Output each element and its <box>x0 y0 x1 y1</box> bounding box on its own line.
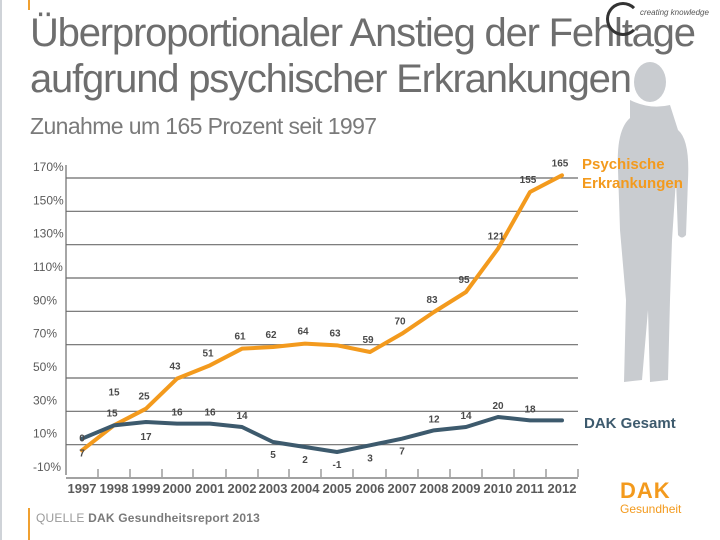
title-line-1: Überproportionaler Anstieg der Fehltage <box>30 11 696 55</box>
x-tick-label: 2008 <box>420 481 449 496</box>
y-tick-label: 50% <box>33 360 57 374</box>
title-line-2: aufgrund psychischer Erkrankungen <box>30 57 632 101</box>
data-label: 18 <box>524 404 536 415</box>
legend-psych-line-1: Psychische <box>582 156 665 173</box>
series-psychische-erkrankungen-line <box>80 173 564 453</box>
chart-subtitle: Zunahme um 165 Prozent seit 1997 <box>30 113 377 139</box>
data-label: 62 <box>265 330 277 341</box>
y-tick-label: 130% <box>33 227 64 241</box>
data-label: 15 <box>106 408 118 419</box>
left-border <box>0 0 2 540</box>
x-tick-label: 2007 <box>388 481 417 496</box>
data-label: 59 <box>362 335 374 346</box>
dak-logo-word: DAK <box>620 478 671 503</box>
x-tick-label: 2003 <box>259 481 288 496</box>
man-silhouette-icon <box>617 62 689 382</box>
x-tick-label: 2005 <box>323 481 352 496</box>
x-tick-label: 2012 <box>548 481 577 496</box>
data-label: 12 <box>428 414 440 425</box>
data-label: 95 <box>458 275 470 286</box>
x-axis-ticks: 1997 1998 1999 2000 2001 2002 2003 2004 2005 2006… <box>68 481 577 496</box>
x-tick-label: 2006 <box>356 481 385 496</box>
data-label: 64 <box>297 327 309 338</box>
y-tick-label: 30% <box>33 393 57 407</box>
dak-logo-subtitle: Gesundheit <box>620 502 682 516</box>
x-tick-label: 2001 <box>196 481 225 496</box>
data-label: 63 <box>329 328 341 339</box>
data-label: 17 <box>140 432 152 443</box>
y-tick-label: 70% <box>33 327 57 341</box>
legend-psych-line-2: Erkrankungen <box>582 175 683 192</box>
data-label: 25 <box>138 392 150 403</box>
data-label: 7 <box>79 449 85 460</box>
data-label: 20 <box>492 401 504 412</box>
data-label: 83 <box>426 295 438 306</box>
data-label: 15 <box>108 387 120 398</box>
data-label: 16 <box>204 408 216 419</box>
creating-knowledge-logo-icon <box>606 2 640 36</box>
data-label: 43 <box>169 362 181 373</box>
data-label: 121 <box>488 232 505 243</box>
chart-title: Überproportionaler Anstieg der Fehltage … <box>30 10 696 102</box>
data-label: 165 <box>552 158 569 169</box>
y-axis-ticks: 170% 150% 130% 110% 90% 70% 50% 30% 10% -10% <box>33 160 64 474</box>
y-tick-label: 10% <box>33 427 57 441</box>
source-prefix: QUELLE <box>36 511 89 525</box>
x-tick-label: 2010 <box>484 481 513 496</box>
x-tick-label: 2002 <box>228 481 257 496</box>
grid-layer <box>65 165 579 479</box>
legend-psychische-erkrankungen: Psychische Erkrankungen <box>582 155 692 193</box>
legend-dak-gesamt: DAK Gesamt <box>584 415 676 432</box>
source-accent-bar <box>28 508 30 540</box>
data-label: 2 <box>302 455 308 466</box>
source-text: DAK Gesundheitsreport 2013 <box>88 511 261 525</box>
data-label: 7 <box>399 447 405 458</box>
x-tick-label: 2000 <box>163 481 192 496</box>
data-label: 3 <box>367 453 373 464</box>
y-tick-label: -10% <box>33 460 61 474</box>
x-tick-label: 1997 <box>68 481 97 496</box>
series-dak-gesamt-line <box>80 415 564 454</box>
series-layer <box>80 173 564 454</box>
data-label: 16 <box>171 408 183 419</box>
x-tick-label: 1998 <box>100 481 129 496</box>
data-label: 70 <box>394 317 406 328</box>
y-tick-label: 170% <box>33 160 64 174</box>
dak-logo: DAK Gesundheit <box>620 478 682 522</box>
data-label: 155 <box>520 175 537 186</box>
x-tick-label: 2009 <box>452 481 481 496</box>
x-tick-label: 1999 <box>132 481 161 496</box>
data-label: 51 <box>202 348 214 359</box>
data-label: 14 <box>460 411 472 422</box>
y-tick-label: 90% <box>33 293 57 307</box>
x-tick-label: 2011 <box>516 481 544 496</box>
top-accent-bar <box>28 0 30 10</box>
data-label: 14 <box>236 411 248 422</box>
data-label: 0 <box>79 433 85 444</box>
source-note: QUELLE DAK Gesundheitsreport 2013 <box>36 511 260 525</box>
data-label: 61 <box>234 332 246 343</box>
y-tick-label: 110% <box>33 260 63 274</box>
top-logo-text: creating knowledge <box>640 8 709 17</box>
x-tick-label: 2004 <box>291 481 321 496</box>
y-tick-label: 150% <box>33 193 64 207</box>
data-label: -1 <box>333 460 342 471</box>
data-label: 5 <box>270 450 276 461</box>
